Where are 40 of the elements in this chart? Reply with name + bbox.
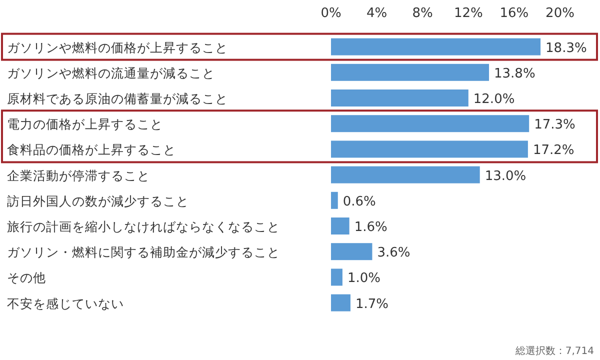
bar bbox=[331, 294, 350, 312]
bar bbox=[331, 64, 490, 81]
data-label: 1.0% bbox=[347, 271, 380, 286]
x-tick-label: 12% bbox=[454, 6, 483, 21]
bar bbox=[331, 90, 468, 106]
x-tick-label: 4% bbox=[366, 6, 388, 21]
data-label: 17.2% bbox=[532, 143, 574, 158]
x-tick-label: 0% bbox=[320, 6, 342, 21]
bar bbox=[331, 268, 342, 286]
bar bbox=[331, 166, 480, 184]
bar bbox=[331, 115, 530, 132]
data-label: 12.0% bbox=[473, 92, 515, 107]
y-tick-label: 旅行の計画を縮小しなければならなくなること bbox=[7, 219, 280, 234]
x-tick-label: 16% bbox=[500, 6, 529, 21]
bar bbox=[331, 243, 372, 260]
x-tick-label: 20% bbox=[546, 6, 574, 21]
data-label: 17.3% bbox=[534, 118, 576, 133]
data-label: 18.3% bbox=[546, 40, 587, 56]
data-label: 3.6% bbox=[377, 246, 410, 261]
data-label: 13.0% bbox=[484, 168, 526, 184]
y-tick-label: その他 bbox=[7, 270, 46, 286]
y-tick-label: 電力の価格が上昇すること bbox=[7, 116, 163, 132]
y-tick-label: 企業活動が停滞すること bbox=[7, 168, 150, 183]
data-label: 0.6% bbox=[342, 194, 376, 210]
y-tick-label: 訪日外国人の数が減少すること bbox=[7, 193, 189, 208]
x-tick-label: 8% bbox=[412, 6, 433, 21]
bar bbox=[331, 218, 350, 234]
bar bbox=[331, 38, 541, 56]
text: 総選択数：7,714 bbox=[514, 345, 594, 357]
y-tick-label: 不安を感じていない bbox=[7, 296, 124, 311]
data-label: 1.7% bbox=[355, 296, 388, 312]
y-tick-label: 食料品の価格が上昇すること bbox=[7, 142, 176, 158]
y-tick-label: ガソリンや燃料の流通量が減ること bbox=[7, 65, 215, 80]
bar bbox=[331, 140, 528, 158]
y-tick-label: ガソリンや燃料の価格が上昇すること bbox=[7, 40, 228, 55]
data-label: 1.6% bbox=[354, 220, 388, 235]
y-tick-label: ガソリン・燃料に関する補助金が減少すること bbox=[7, 244, 280, 260]
data-label: 13.8% bbox=[494, 66, 536, 82]
y-tick-label: 原材料である原油の備蓄量が減ること bbox=[7, 91, 228, 106]
bar bbox=[331, 192, 338, 209]
